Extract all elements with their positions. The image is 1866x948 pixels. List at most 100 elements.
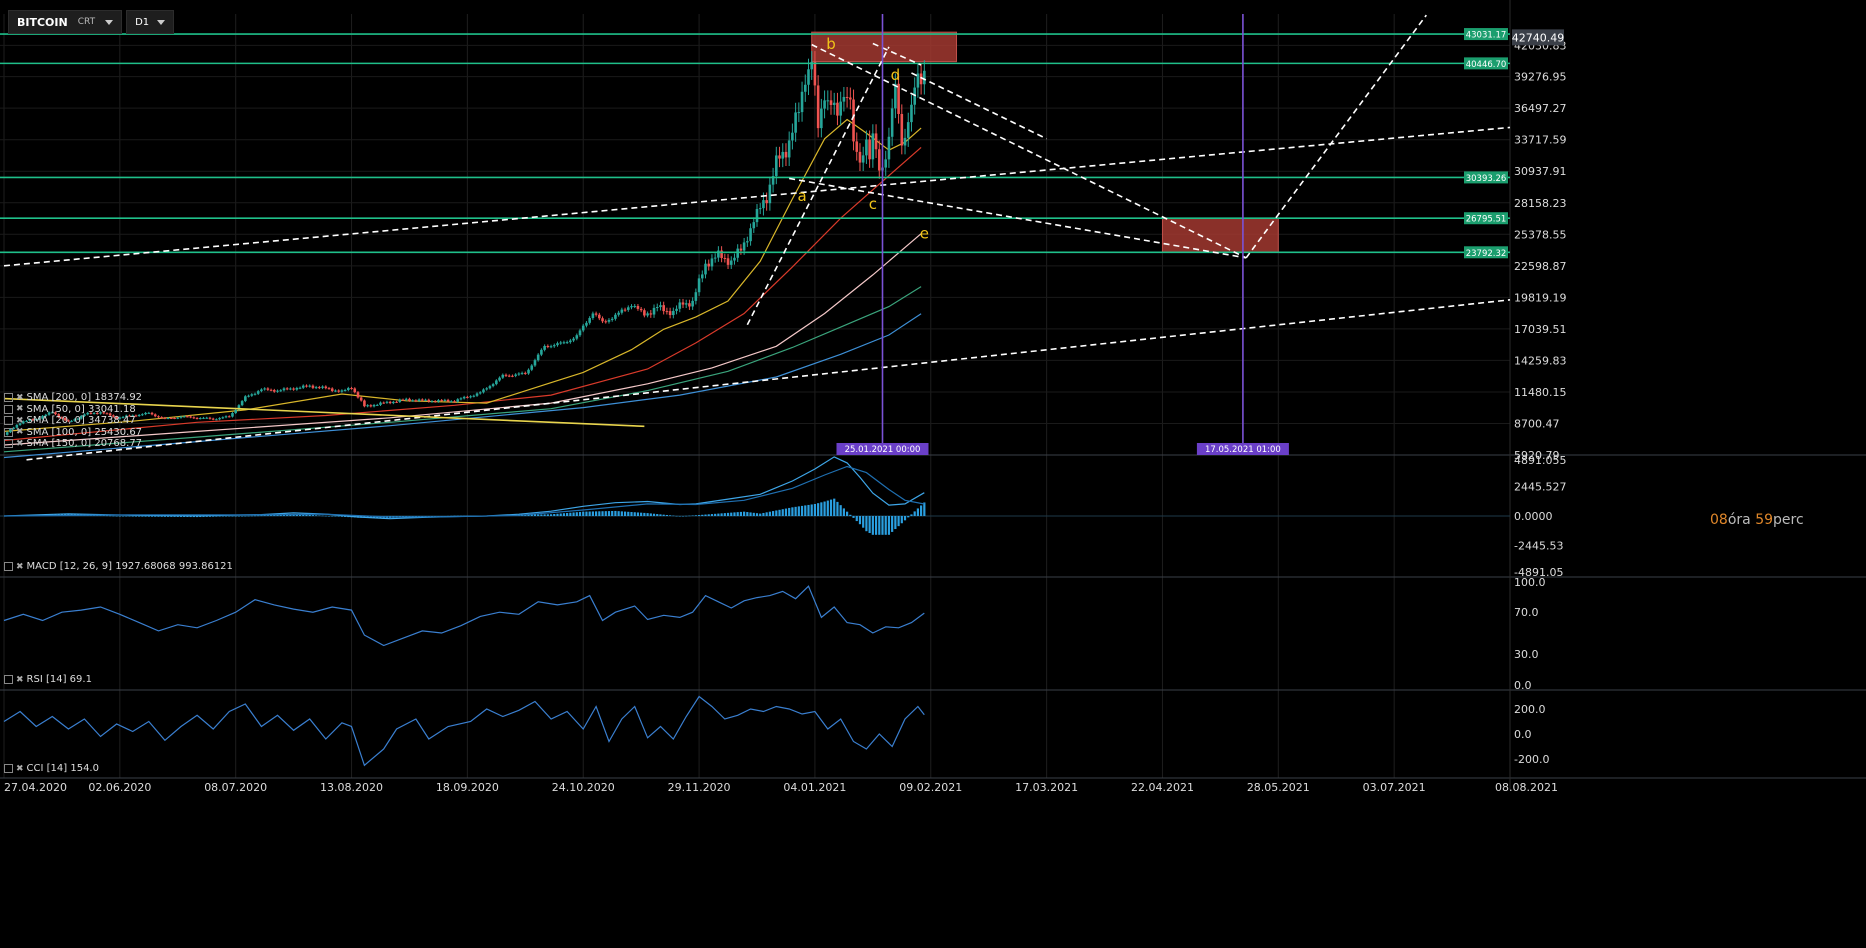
candle-body <box>758 208 762 210</box>
candle-body <box>115 416 118 419</box>
candle-body <box>260 389 263 392</box>
candle-body <box>28 419 32 421</box>
candle-body <box>581 325 585 331</box>
timeframe-selector[interactable]: D1 <box>126 10 175 34</box>
candle-body <box>244 396 247 402</box>
candle-body <box>633 305 637 307</box>
legend-text: RSI [14] 69.1 <box>26 674 92 685</box>
settings-icon[interactable] <box>4 439 13 448</box>
trendline <box>911 72 1047 140</box>
macd-bar <box>331 516 334 517</box>
candle-body <box>646 313 649 316</box>
symbol-selector[interactable]: BITCOIN CRT <box>8 10 123 34</box>
candle-body <box>198 418 202 420</box>
close-icon[interactable]: ✖ <box>16 415 24 426</box>
candle-body <box>289 388 292 390</box>
candle-body <box>392 401 395 404</box>
candle-body <box>839 101 842 116</box>
macd-axis-label: 2445.527 <box>1514 481 1567 494</box>
candle-body <box>800 91 804 113</box>
candle-body <box>253 393 257 395</box>
time-axis-label: 17.03.2021 <box>1015 781 1078 794</box>
macd-bar <box>562 513 566 517</box>
level-price-tag <box>1464 57 1508 70</box>
close-icon[interactable]: ✖ <box>16 438 24 449</box>
rsi-axis-label: 70.0 <box>1514 606 1539 619</box>
macd-bar <box>920 505 923 517</box>
settings-icon[interactable] <box>4 404 13 414</box>
candle-body <box>182 416 186 418</box>
macd-bar <box>887 516 891 535</box>
candle-body <box>314 387 318 389</box>
candle-body <box>382 402 386 404</box>
candle-body <box>131 415 135 417</box>
candle-body <box>215 419 218 421</box>
macd-bar <box>244 515 247 517</box>
time-axis-label: 04.01.2021 <box>783 781 846 794</box>
macd-bar <box>179 516 183 517</box>
macd-bar <box>849 514 852 517</box>
macd-bar <box>167 516 170 517</box>
settings-icon[interactable] <box>4 764 13 773</box>
candle-body <box>723 257 727 259</box>
macd-bar <box>800 505 804 516</box>
candle-body <box>556 343 559 346</box>
macd-bar <box>614 510 617 516</box>
candle-body <box>5 432 9 435</box>
macd-bar <box>533 514 537 516</box>
candle-body <box>861 155 865 163</box>
macd-bar <box>144 516 147 517</box>
close-icon[interactable]: ✖ <box>16 674 24 685</box>
indicator-legend[interactable]: ✖ CCI [14] 154.0 <box>4 763 99 774</box>
indicator-legend[interactable]: ✖ SMA [20, 0] 34738.47 <box>4 415 136 426</box>
close-icon[interactable]: ✖ <box>16 404 24 414</box>
candle-body <box>803 84 807 92</box>
candle-body <box>694 292 698 301</box>
macd-bar <box>820 502 823 516</box>
indicator-legend[interactable]: ✖ SMA [150, 0] 20768.77 <box>4 438 142 449</box>
candle-body <box>820 108 823 129</box>
macd-bar <box>672 515 675 517</box>
indicator-legend[interactable]: ✖ SMA [100, 0] 25430.67 <box>4 427 142 438</box>
current-price-tag <box>1512 29 1564 46</box>
candle-body <box>15 424 19 428</box>
candle-body <box>836 102 839 116</box>
macd-bar <box>183 516 186 517</box>
settings-icon[interactable] <box>4 562 13 571</box>
close-icon[interactable]: ✖ <box>16 392 24 403</box>
close-icon[interactable]: ✖ <box>16 561 24 572</box>
indicator-legend[interactable]: ✖ RSI [14] 69.1 <box>4 674 92 685</box>
candle-body <box>44 414 48 416</box>
indicator-legend[interactable]: ✖ SMA [50, 0] 33041.18 <box>4 404 136 415</box>
candle-body <box>787 140 791 158</box>
macd-bar <box>913 511 916 517</box>
candle-body <box>906 122 910 138</box>
indicator-legend[interactable]: ✖ MACD [12, 26, 9] 1927.68068 993.86121 <box>4 561 233 572</box>
macd-bar <box>662 514 665 516</box>
candle-body <box>453 401 456 403</box>
price-axis-label: 28158.23 <box>1514 197 1567 210</box>
time-axis-label: 08.07.2020 <box>204 781 267 794</box>
candle-body <box>887 136 891 160</box>
settings-icon[interactable] <box>4 393 13 402</box>
indicator-legend[interactable]: ✖ SMA [200, 0] 18374.92 <box>4 392 142 403</box>
candle-body <box>124 415 128 417</box>
macd-bar <box>665 514 668 517</box>
trendline <box>1245 14 1427 259</box>
settings-icon[interactable] <box>4 675 13 684</box>
candle-body <box>530 365 534 370</box>
settings-icon[interactable] <box>4 416 13 425</box>
candle-body <box>588 318 591 323</box>
close-icon[interactable]: ✖ <box>16 763 24 774</box>
moving-average-line <box>3 146 922 442</box>
candle-body <box>459 398 463 400</box>
macd-bar <box>231 516 234 517</box>
time-axis-label: 27.04.2020 <box>4 781 67 794</box>
close-icon[interactable]: ✖ <box>16 427 24 437</box>
settings-icon[interactable] <box>4 427 13 437</box>
candle-body <box>57 414 61 418</box>
candle-body <box>559 342 563 344</box>
macd-bar <box>595 511 598 516</box>
macd-bar <box>212 516 215 517</box>
